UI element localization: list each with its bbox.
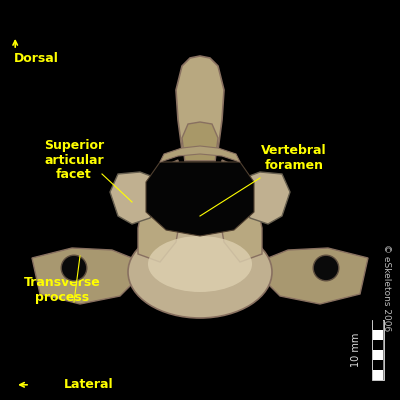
Bar bbox=[372, 320, 384, 380]
Bar bbox=[373, 340, 383, 350]
Circle shape bbox=[61, 255, 87, 281]
Polygon shape bbox=[32, 248, 138, 304]
Text: © eSkeletons 2006: © eSkeletons 2006 bbox=[382, 244, 390, 332]
Polygon shape bbox=[240, 172, 290, 224]
Text: Transverse
process: Transverse process bbox=[24, 276, 100, 304]
Bar bbox=[373, 350, 383, 360]
Bar bbox=[373, 320, 383, 330]
Circle shape bbox=[313, 255, 339, 281]
Text: Superior
articular
facet: Superior articular facet bbox=[44, 138, 104, 182]
Bar bbox=[373, 370, 383, 380]
Bar bbox=[373, 360, 383, 370]
Bar bbox=[373, 330, 383, 340]
Polygon shape bbox=[176, 56, 224, 150]
Polygon shape bbox=[182, 122, 218, 161]
Polygon shape bbox=[262, 248, 368, 304]
Text: Vertebral
foramen: Vertebral foramen bbox=[261, 144, 327, 172]
Polygon shape bbox=[138, 160, 182, 262]
Ellipse shape bbox=[148, 236, 252, 292]
Polygon shape bbox=[146, 162, 254, 236]
Polygon shape bbox=[160, 146, 240, 162]
Text: 10 mm: 10 mm bbox=[351, 333, 361, 367]
Ellipse shape bbox=[128, 226, 272, 318]
Text: Lateral: Lateral bbox=[64, 378, 114, 391]
Text: Dorsal: Dorsal bbox=[14, 52, 59, 64]
Polygon shape bbox=[110, 172, 160, 224]
Polygon shape bbox=[218, 160, 262, 262]
